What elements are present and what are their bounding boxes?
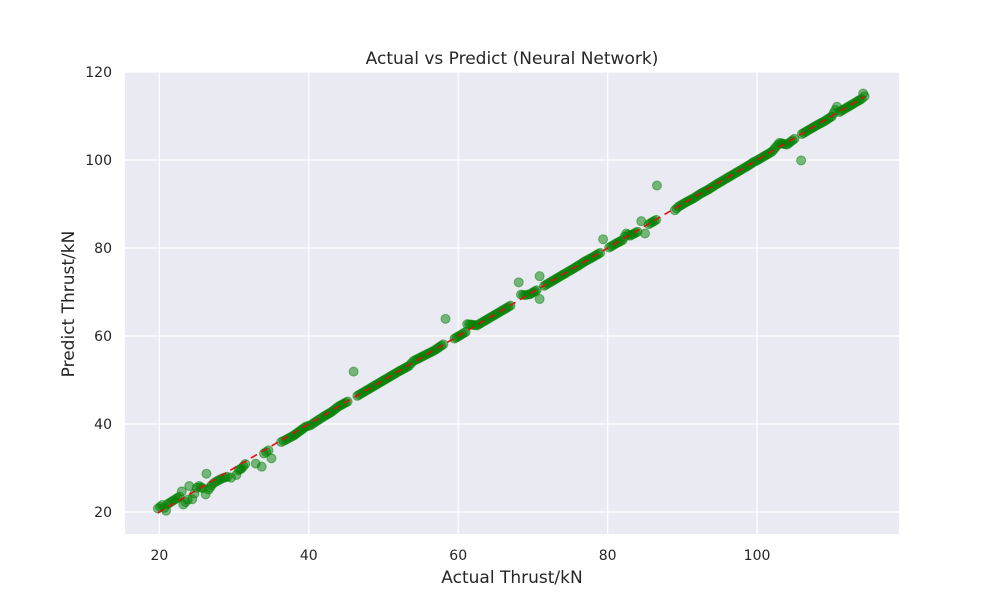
tick-layer: 20 40 60 80 100 20 40 60 80 100 120 <box>85 65 770 564</box>
x-tick-label: 40 <box>300 548 318 564</box>
scatter-point <box>796 155 807 166</box>
scatter-point <box>266 453 277 464</box>
y-tick-label: 20 <box>94 505 112 521</box>
scatter-point <box>440 313 451 324</box>
reference-line <box>157 95 866 514</box>
scatter-point <box>534 294 545 305</box>
y-axis-label: Predict Thrust/kN <box>59 231 79 378</box>
line-layer <box>157 95 866 514</box>
x-tick-label: 100 <box>744 548 771 564</box>
y-tick-label: 60 <box>94 329 112 345</box>
y-tick-label: 40 <box>94 417 112 433</box>
x-tick-label: 80 <box>599 548 617 564</box>
points-layer <box>152 88 870 516</box>
scatter-point <box>639 228 650 239</box>
x-tick-label: 60 <box>449 548 467 564</box>
scatter-point <box>598 234 609 245</box>
grid-layer <box>125 71 899 534</box>
scatter-point-dense <box>787 135 798 146</box>
scatter-point <box>651 180 662 191</box>
y-tick-label: 80 <box>94 241 112 257</box>
chart-title: Actual vs Predict (Neural Network) <box>366 49 659 69</box>
scatter-point-dense <box>180 497 191 508</box>
scatter-point <box>201 468 212 479</box>
scatter-point <box>256 461 267 472</box>
x-tick-label: 20 <box>150 548 168 564</box>
x-axis-label: Actual Thrust/kN <box>441 568 582 588</box>
y-tick-label: 120 <box>85 65 112 81</box>
scatter-point <box>513 277 524 288</box>
scatter-point <box>534 271 545 282</box>
y-tick-label: 100 <box>85 153 112 169</box>
scatter-point <box>348 366 359 377</box>
